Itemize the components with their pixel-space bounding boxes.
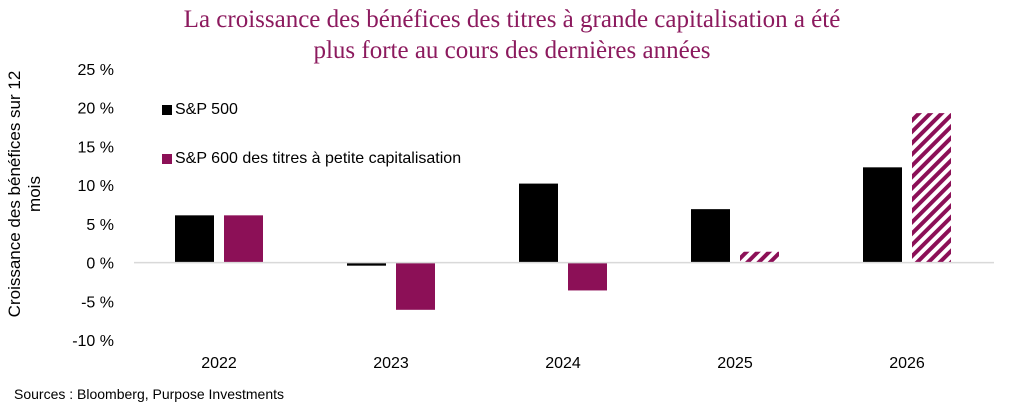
legend-label-sp600: S&P 600 des titres à petite capitalisati… xyxy=(175,150,462,167)
bar-sp500-2022 xyxy=(175,215,214,263)
bar-sp600-2025 xyxy=(740,251,779,263)
x-tick-label: 2023 xyxy=(373,355,409,372)
legend-swatch-sp500 xyxy=(162,105,172,115)
y-tick-label: 10 % xyxy=(78,178,114,195)
legend-item-sp500: S&P 500 xyxy=(162,101,238,119)
legend-label-sp500: S&P 500 xyxy=(175,101,238,118)
chart-title-line-1: La croissance des bénéfices des titres à… xyxy=(183,6,841,33)
x-tick-label: 2022 xyxy=(201,355,237,372)
legend-swatch-sp600 xyxy=(162,154,172,164)
legend-item-sp600: S&P 600 des titres à petite capitalisati… xyxy=(162,150,461,168)
bar-sp600-2023 xyxy=(396,262,435,310)
chart-title-line-2: plus forte au cours des dernières années xyxy=(313,37,711,64)
source-note: Sources : Bloomberg, Purpose Investments xyxy=(14,386,285,402)
bar-sp600-2022 xyxy=(224,215,263,263)
y-tick-label: 0 % xyxy=(86,256,114,273)
bar-sp600-2024 xyxy=(568,262,607,291)
bar-sp500-2026 xyxy=(863,167,902,263)
bar-sp600-2026 xyxy=(912,113,951,263)
chart-title: La croissance des bénéfices des titres à… xyxy=(0,4,1024,66)
bar-sp500-2025 xyxy=(691,209,730,263)
bar-sp500-2024 xyxy=(519,183,558,263)
y-tick-label: 20 % xyxy=(78,101,114,118)
y-tick-label: 25 % xyxy=(78,62,114,79)
bar-sp500-2023 xyxy=(347,262,386,266)
y-tick-label: -5 % xyxy=(81,294,114,311)
x-tick-label: 2026 xyxy=(889,355,925,372)
x-tick-label: 2024 xyxy=(545,355,581,372)
x-tick-label: 2025 xyxy=(717,355,753,372)
y-tick-label: 5 % xyxy=(86,217,114,234)
y-tick-label: 15 % xyxy=(78,139,114,156)
y-tick-label: -10 % xyxy=(72,333,114,350)
